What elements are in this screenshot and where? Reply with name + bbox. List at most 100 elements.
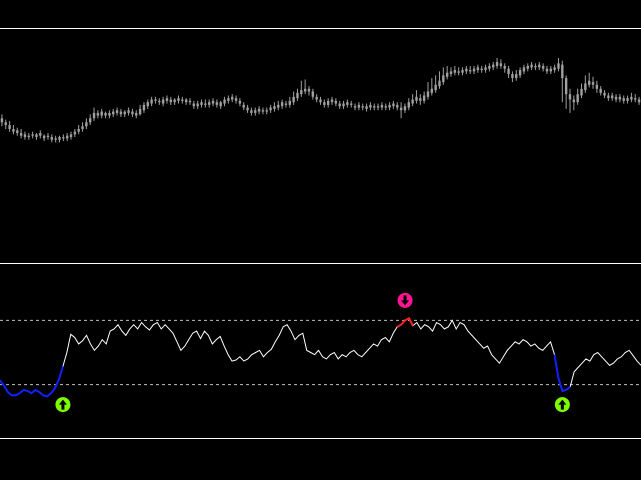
candle: [334, 98, 338, 107]
candle: [365, 103, 368, 112]
candle: [315, 94, 318, 103]
candle: [292, 91, 295, 105]
candle: [518, 67, 522, 79]
candle: [296, 88, 299, 101]
candle: [480, 66, 483, 73]
candle: [158, 98, 161, 105]
candle: [265, 107, 268, 115]
candle: [415, 90, 418, 104]
candle: [227, 95, 230, 104]
candle: [434, 75, 437, 93]
candle: [407, 98, 410, 111]
candle: [607, 92, 610, 101]
candle: [587, 72, 591, 88]
candle: [618, 94, 622, 103]
candle: [207, 99, 211, 108]
candle: [146, 99, 149, 109]
candle: [373, 103, 376, 111]
candle: [288, 96, 291, 108]
candle: [154, 96, 157, 104]
candle: [611, 92, 614, 101]
candle: [630, 92, 633, 103]
candle: [250, 107, 253, 116]
candle: [238, 98, 242, 107]
candle: [204, 99, 207, 108]
candle: [77, 124, 80, 135]
candle: [81, 122, 84, 132]
candle: [12, 124, 15, 135]
candle: [350, 100, 353, 108]
candle: [112, 108, 115, 117]
candle: [457, 67, 460, 76]
oversold-segment: [553, 354, 571, 393]
candle: [380, 102, 384, 111]
candle: [342, 100, 345, 109]
candle: [445, 66, 449, 80]
candle: [54, 135, 57, 143]
candle: [69, 131, 73, 140]
candle: [357, 102, 361, 111]
candle: [223, 96, 226, 107]
candle: [89, 114, 92, 125]
candle: [346, 99, 349, 108]
candle: [62, 134, 65, 142]
candle: [338, 100, 341, 109]
candle: [614, 94, 618, 103]
candle: [280, 99, 284, 109]
candle: [584, 75, 587, 93]
overbought-segment: [396, 316, 414, 328]
candle: [557, 57, 560, 72]
candle: [16, 127, 19, 136]
candle: [499, 59, 503, 69]
candle: [85, 118, 88, 129]
candle: [422, 91, 426, 104]
candle: [453, 66, 457, 76]
candle: [254, 107, 257, 116]
candle: [39, 130, 42, 139]
candle: [8, 120, 11, 132]
candle: [599, 86, 602, 96]
candle: [553, 64, 556, 73]
candle: [115, 107, 119, 116]
candle: [181, 96, 184, 104]
oscillator-panel: [0, 292, 641, 413]
candle: [108, 110, 111, 119]
candle: [572, 95, 576, 111]
candle: [96, 110, 100, 119]
candle: [634, 94, 637, 103]
oscillator-line: [0, 317, 641, 397]
candle: [0, 114, 4, 127]
candle: [541, 63, 545, 72]
candle: [568, 88, 572, 113]
candle: [399, 102, 403, 119]
candle: [161, 96, 165, 107]
candle: [384, 103, 387, 111]
candle: [188, 98, 192, 105]
candle: [530, 62, 533, 71]
candle: [35, 133, 38, 140]
candle: [538, 62, 541, 71]
candle: [376, 103, 380, 111]
sell-arrow-icon: [397, 292, 413, 308]
candle: [507, 66, 510, 79]
candle: [177, 95, 180, 104]
candle: [488, 63, 491, 72]
candle: [361, 103, 364, 111]
candle: [269, 104, 272, 113]
candle: [73, 129, 77, 138]
candle: [438, 71, 441, 89]
candle: [234, 95, 238, 104]
candle: [273, 102, 276, 112]
candle: [65, 133, 69, 142]
candle: [215, 99, 219, 108]
candle: [580, 83, 583, 99]
candle: [135, 110, 138, 119]
candle: [549, 66, 552, 75]
candle: [242, 102, 245, 111]
candle: [492, 62, 495, 71]
candle: [123, 110, 126, 117]
candle: [303, 79, 307, 95]
candle: [219, 100, 222, 109]
oversold-segment: [0, 366, 64, 398]
